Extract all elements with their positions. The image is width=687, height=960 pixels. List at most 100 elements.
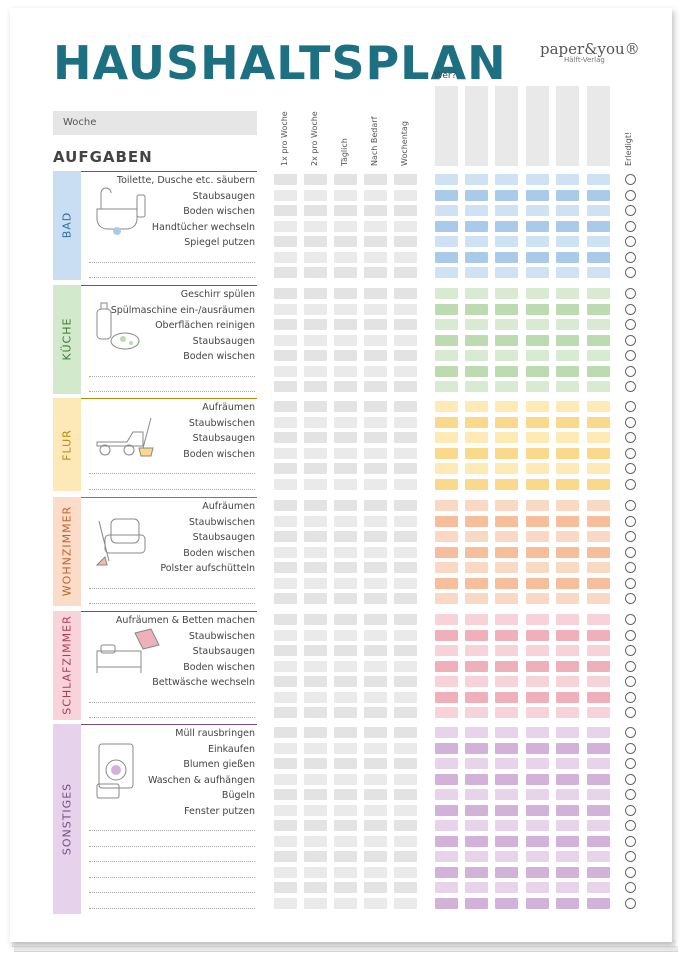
assignee-cell[interactable] — [495, 189, 518, 201]
wer-name-field[interactable] — [495, 86, 518, 166]
assignee-cell[interactable] — [556, 531, 579, 542]
done-circle[interactable] — [625, 820, 636, 831]
frequency-checkbox[interactable] — [274, 727, 297, 738]
assignee-cell[interactable] — [495, 174, 518, 185]
assignee-cell[interactable] — [587, 866, 610, 878]
done-circle[interactable] — [625, 577, 636, 589]
assignee-cell[interactable] — [587, 820, 610, 831]
assignee-cell[interactable] — [435, 365, 458, 377]
frequency-checkbox[interactable] — [334, 220, 357, 232]
assignee-cell[interactable] — [495, 334, 518, 346]
assignee-cell[interactable] — [435, 463, 458, 474]
assignee-cell[interactable] — [435, 189, 458, 201]
assignee-cell[interactable] — [587, 707, 610, 718]
frequency-checkbox[interactable] — [304, 577, 327, 589]
frequency-checkbox[interactable] — [364, 882, 387, 893]
assignee-cell[interactable] — [526, 851, 549, 862]
assignee-cell[interactable] — [556, 773, 579, 785]
frequency-checkbox[interactable] — [274, 189, 297, 201]
frequency-checkbox[interactable] — [364, 463, 387, 474]
assignee-cell[interactable] — [556, 189, 579, 201]
frequency-checkbox[interactable] — [334, 189, 357, 201]
assignee-cell[interactable] — [556, 866, 579, 878]
assignee-cell[interactable] — [435, 645, 458, 656]
frequency-checkbox[interactable] — [364, 804, 387, 816]
assignee-cell[interactable] — [587, 334, 610, 346]
assignee-cell[interactable] — [495, 562, 518, 573]
frequency-checkbox[interactable] — [304, 804, 327, 816]
frequency-checkbox[interactable] — [274, 773, 297, 785]
frequency-checkbox[interactable] — [304, 660, 327, 672]
assignee-cell[interactable] — [435, 531, 458, 542]
assignee-cell[interactable] — [526, 707, 549, 718]
frequency-checkbox[interactable] — [334, 546, 357, 558]
assignee-cell[interactable] — [435, 319, 458, 330]
assignee-cell[interactable] — [587, 463, 610, 474]
assignee-cell[interactable] — [556, 478, 579, 490]
assignee-cell[interactable] — [435, 804, 458, 816]
assignee-cell[interactable] — [465, 303, 488, 315]
assignee-cell[interactable] — [465, 727, 488, 738]
frequency-checkbox[interactable] — [394, 381, 417, 392]
assignee-cell[interactable] — [435, 820, 458, 831]
frequency-checkbox[interactable] — [394, 236, 417, 247]
assignee-cell[interactable] — [526, 205, 549, 216]
frequency-checkbox[interactable] — [304, 288, 327, 299]
assignee-cell[interactable] — [556, 835, 579, 847]
frequency-checkbox[interactable] — [364, 789, 387, 800]
frequency-checkbox[interactable] — [274, 629, 297, 641]
assignee-cell[interactable] — [556, 742, 579, 754]
frequency-checkbox[interactable] — [304, 645, 327, 656]
done-circle[interactable] — [625, 773, 636, 785]
frequency-checkbox[interactable] — [274, 851, 297, 862]
assignee-cell[interactable] — [435, 882, 458, 893]
frequency-checkbox[interactable] — [394, 515, 417, 527]
assignee-cell[interactable] — [526, 531, 549, 542]
assignee-cell[interactable] — [435, 447, 458, 459]
assignee-cell[interactable] — [495, 882, 518, 893]
assignee-cell[interactable] — [435, 500, 458, 511]
assignee-cell[interactable] — [587, 478, 610, 490]
assignee-cell[interactable] — [465, 267, 488, 278]
assignee-cell[interactable] — [587, 447, 610, 459]
assignee-cell[interactable] — [465, 189, 488, 201]
frequency-checkbox[interactable] — [274, 820, 297, 831]
frequency-checkbox[interactable] — [334, 614, 357, 625]
blank-task-line[interactable] — [89, 602, 255, 604]
frequency-checkbox[interactable] — [274, 593, 297, 604]
frequency-checkbox[interactable] — [394, 707, 417, 718]
frequency-checkbox[interactable] — [364, 350, 387, 361]
blank-task-line[interactable] — [89, 472, 255, 474]
assignee-cell[interactable] — [587, 319, 610, 330]
assignee-cell[interactable] — [556, 205, 579, 216]
frequency-checkbox[interactable] — [304, 789, 327, 800]
frequency-checkbox[interactable] — [394, 897, 417, 909]
assignee-cell[interactable] — [556, 236, 579, 247]
frequency-checkbox[interactable] — [304, 727, 327, 738]
frequency-checkbox[interactable] — [304, 251, 327, 263]
assignee-cell[interactable] — [556, 319, 579, 330]
frequency-checkbox[interactable] — [304, 174, 327, 185]
done-circle[interactable] — [625, 851, 636, 862]
blank-task-line[interactable] — [89, 845, 255, 847]
assignee-cell[interactable] — [526, 897, 549, 909]
assignee-cell[interactable] — [435, 707, 458, 718]
frequency-checkbox[interactable] — [334, 866, 357, 878]
blank-task-line[interactable] — [89, 375, 255, 377]
frequency-checkbox[interactable] — [334, 562, 357, 573]
assignee-cell[interactable] — [526, 189, 549, 201]
frequency-checkbox[interactable] — [394, 350, 417, 361]
assignee-cell[interactable] — [526, 174, 549, 185]
assignee-cell[interactable] — [465, 835, 488, 847]
assignee-cell[interactable] — [495, 758, 518, 769]
frequency-checkbox[interactable] — [364, 267, 387, 278]
assignee-cell[interactable] — [495, 691, 518, 703]
assignee-cell[interactable] — [526, 758, 549, 769]
frequency-checkbox[interactable] — [304, 478, 327, 490]
frequency-checkbox[interactable] — [364, 531, 387, 542]
blank-task-line[interactable] — [89, 587, 255, 589]
frequency-checkbox[interactable] — [274, 882, 297, 893]
frequency-checkbox[interactable] — [304, 447, 327, 459]
frequency-checkbox[interactable] — [364, 500, 387, 511]
frequency-checkbox[interactable] — [304, 365, 327, 377]
